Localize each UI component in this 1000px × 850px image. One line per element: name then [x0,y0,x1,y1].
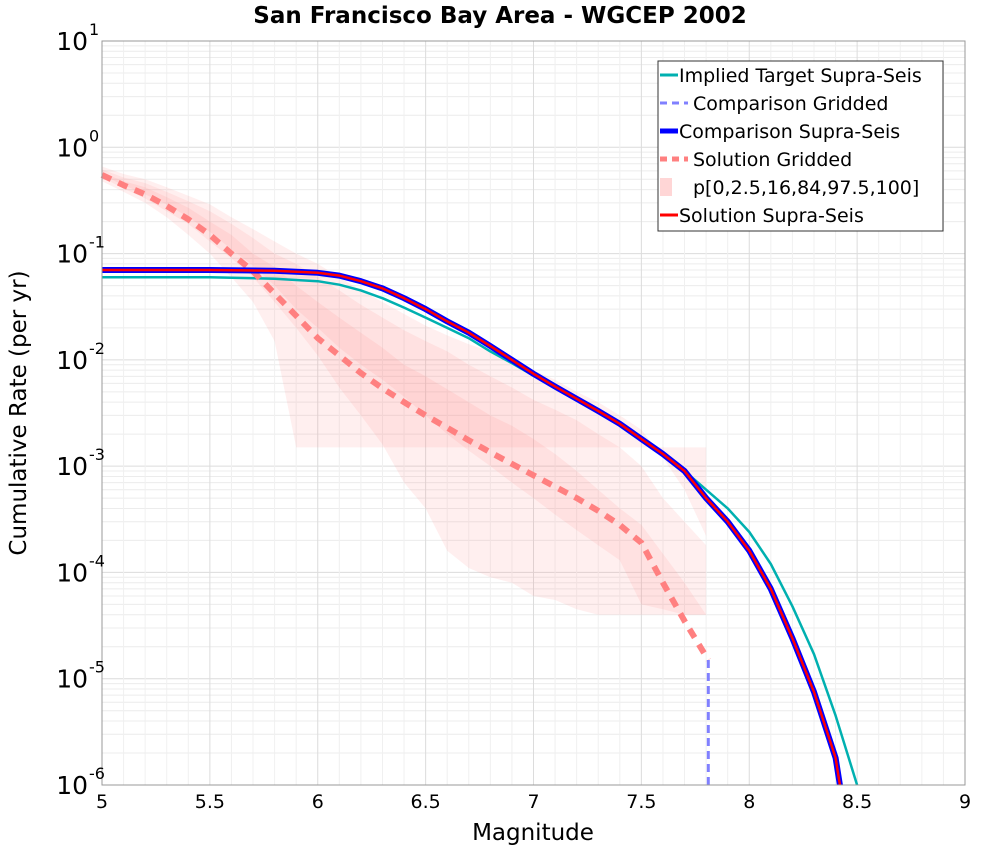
percentile-band-p16-p84 [102,172,707,615]
series-lines [100,172,859,786]
legend-item: Comparison Supra-Seis [660,121,900,143]
legend-item: Solution Gridded [660,149,852,171]
legend-label: Comparison Gridded [693,93,888,115]
percentile-band-p0-p100 [102,166,707,536]
legend-label: p[0,2.5,16,84,97.5,100] [693,177,919,199]
y-tick-label: 10 -3 [56,445,105,481]
y-tick-base: 10 [56,27,88,56]
x-tick-label: 9 [959,791,971,813]
y-tick-base: 10 [56,133,88,162]
legend-box [657,60,944,232]
legend-label: Comparison Supra-Seis [679,121,900,143]
y-tick-label: 10 0 [56,126,99,162]
y-tick-base: 10 [56,240,88,269]
y-tick-label: 10 -6 [56,764,105,800]
legend-label: Implied Target Supra-Seis [679,65,922,87]
x-tick-label: 5 [96,791,108,813]
y-tick-exponent: 0 [89,126,99,145]
y-tick-base: 10 [56,346,88,375]
legend-item: p[0,2.5,16,84,97.5,100] [660,177,919,199]
x-axis-label: Magnitude [472,820,594,846]
plot-frame [101,40,966,786]
y-tick-label: 10 -2 [56,339,105,375]
x-tick-label: 7 [527,791,539,813]
y-tick-label: 10 -5 [56,658,105,694]
y-tick-base: 10 [56,558,88,587]
chart-title: San Francisco Bay Area - WGCEP 2002 [253,3,746,29]
legend-item: Comparison Gridded [660,93,888,115]
y-tick-exponent: 1 [89,20,99,39]
axes [101,40,966,786]
x-tick-label: 8 [743,791,755,813]
x-tick-labels: 5 5.5 6 6.5 7 7.5 8 8.5 9 [96,791,971,813]
x-tick-label: 7.5 [626,791,656,813]
legend-item: Solution Supra-Seis [660,205,864,227]
y-tick-exponent: -5 [89,658,105,677]
legend-label: Solution Gridded [693,149,852,171]
percentile-bands [102,166,707,615]
legend-swatch [660,178,672,196]
y-tick-base: 10 [56,665,88,694]
series-line-solution-supra-seis [102,268,842,786]
legend-item: Implied Target Supra-Seis [660,65,922,87]
x-tick-label: 6 [312,791,324,813]
y-tick-base: 10 [56,452,88,481]
y-tick-exponent: -2 [89,339,105,358]
y-tick-exponent: -4 [89,551,105,570]
series-line-solution-gridded [100,172,711,662]
y-axis-label: Cumulative Rate (per yr) [6,270,32,555]
x-tick-label: 5.5 [195,791,225,813]
y-tick-exponent: -3 [89,445,105,464]
legend-label: Solution Supra-Seis [679,205,864,227]
legend: Implied Target Supra-Seis Comparison Grid… [657,60,944,232]
percentile-band-p2_5-p97_5 [102,169,707,615]
y-tick-exponent: -6 [89,764,105,783]
x-tick-label: 6.5 [411,791,441,813]
y-tick-label: 10 1 [56,20,99,56]
y-tick-label: 10 -1 [56,233,105,269]
y-tick-base: 10 [56,771,88,800]
y-tick-label: 10 -4 [56,551,105,587]
x-tick-label: 8.5 [842,791,872,813]
y-tick-exponent: -1 [89,233,105,252]
